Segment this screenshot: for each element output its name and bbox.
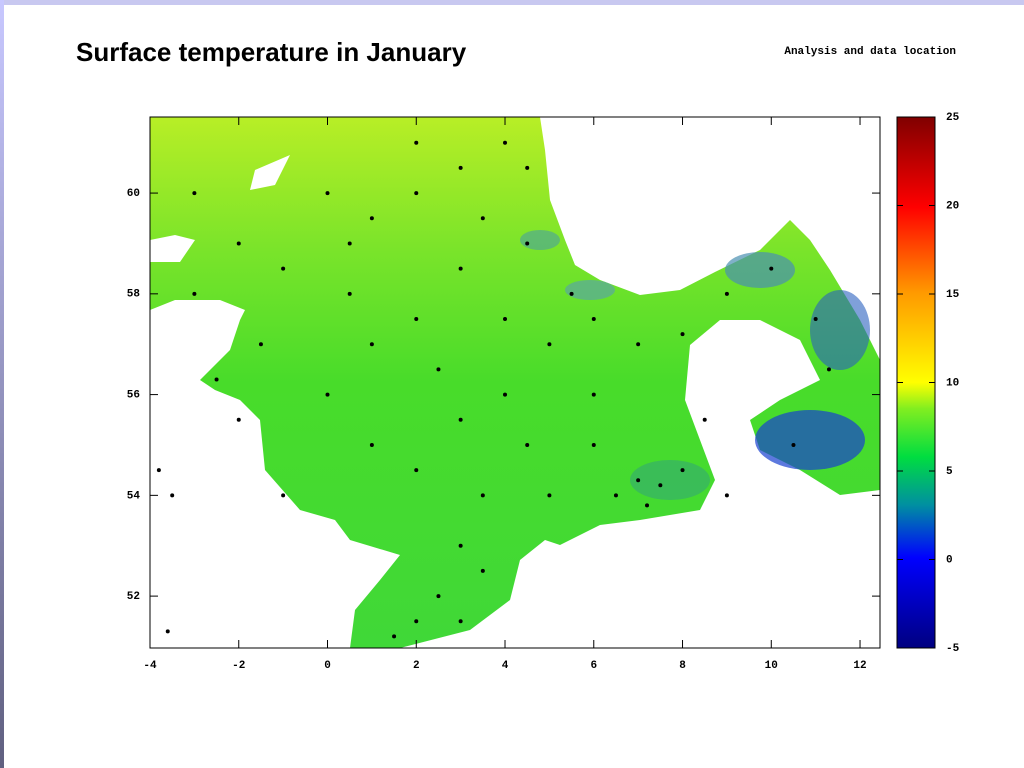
x-tick-label: 2 (413, 660, 420, 672)
map (150, 117, 880, 648)
data-location (525, 241, 530, 246)
data-location (680, 468, 685, 473)
cold-patch (520, 230, 560, 250)
data-location (192, 191, 197, 196)
data-location (165, 629, 170, 634)
data-location (347, 291, 352, 296)
colorbar-label: 5 (946, 466, 953, 478)
data-location (569, 291, 574, 296)
data-location (636, 478, 641, 483)
data-location (503, 392, 508, 397)
data-location (724, 291, 729, 296)
x-tick-label: 4 (502, 660, 509, 672)
data-location (258, 342, 263, 347)
colorbar-label: -5 (946, 643, 960, 655)
colorbar-label: 0 (946, 554, 953, 566)
data-location (458, 417, 463, 422)
data-location (281, 266, 286, 271)
data-location (214, 377, 219, 382)
data-location (414, 140, 419, 145)
data-location (369, 342, 374, 347)
data-location (156, 468, 161, 473)
y-tick-label: 60 (127, 188, 140, 200)
title: Surface temperature in January (76, 37, 467, 67)
x-tick-label: 10 (765, 660, 778, 672)
data-location (645, 503, 650, 508)
data-location (236, 417, 241, 422)
data-location (636, 342, 641, 347)
data-location (503, 317, 508, 322)
data-location (414, 317, 419, 322)
colorbar-label: 15 (946, 289, 960, 301)
data-location (591, 442, 596, 447)
data-location (325, 392, 330, 397)
data-location (458, 619, 463, 624)
cold-patch (755, 410, 865, 470)
data-location (392, 634, 397, 639)
data-location (236, 241, 241, 246)
data-location (525, 442, 530, 447)
data-location (480, 216, 485, 221)
data-location (436, 594, 441, 599)
x-tick-label: 0 (324, 660, 331, 672)
top-band (0, 0, 1024, 5)
y-tick-label: 58 (127, 289, 141, 301)
data-location (436, 367, 441, 372)
data-location (702, 417, 707, 422)
land (250, 155, 290, 190)
data-location (613, 493, 618, 498)
x-tick-label: -4 (143, 660, 157, 672)
data-location (724, 493, 729, 498)
data-location (192, 291, 197, 296)
colorbar-label: 10 (946, 377, 959, 389)
subtitle: Analysis and data location (784, 46, 956, 58)
data-location (414, 191, 419, 196)
data-location (458, 165, 463, 170)
x-tick-label: 12 (853, 660, 866, 672)
data-location (414, 468, 419, 473)
data-location (347, 241, 352, 246)
cold-patch (725, 252, 795, 288)
data-location (525, 165, 530, 170)
sea-field (150, 117, 880, 648)
data-location (325, 191, 330, 196)
x-tick-label: 6 (590, 660, 597, 672)
colorbar-label: 25 (946, 112, 960, 124)
plot-layer: -4 -2 0 2 4 6 8 10 12 52 54 56 58 60 -5 0 5 10 15 20 25 (127, 112, 960, 672)
y-tick-label: 56 (127, 389, 140, 401)
cold-patch (565, 280, 615, 300)
data-location (458, 543, 463, 548)
data-location (658, 483, 663, 488)
colorbar-label: 20 (946, 200, 959, 212)
data-location (281, 493, 286, 498)
data-location (547, 342, 552, 347)
x-tick-label: 8 (679, 660, 686, 672)
data-location (547, 493, 552, 498)
data-location (826, 367, 831, 372)
data-location (480, 568, 485, 573)
y-tick-label: 54 (127, 490, 141, 502)
x-tick-label: -2 (232, 660, 245, 672)
data-location (813, 317, 818, 322)
cold-patch (630, 460, 710, 500)
data-location (480, 493, 485, 498)
data-location (369, 216, 374, 221)
plot-frame (149, 116, 881, 649)
data-location (680, 332, 685, 337)
side-band (0, 0, 4, 768)
data-location (458, 266, 463, 271)
data-location (414, 619, 419, 624)
data-location (791, 442, 796, 447)
data-location (170, 493, 175, 498)
data-location (503, 140, 508, 145)
data-location (369, 442, 374, 447)
data-location (769, 266, 774, 271)
y-tick-label: 52 (127, 591, 140, 603)
data-location (591, 392, 596, 397)
cold-patch (810, 290, 870, 370)
data-location (591, 317, 596, 322)
